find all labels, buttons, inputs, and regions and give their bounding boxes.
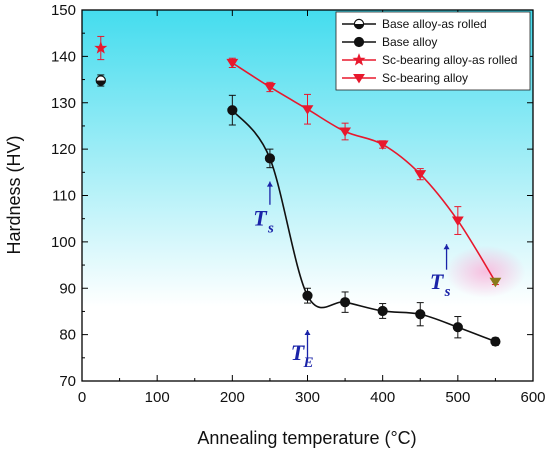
y-tick-label: 90 — [59, 280, 76, 297]
data-point — [227, 105, 238, 116]
y-axis-title: Hardness (HV) — [4, 135, 24, 254]
x-axis-title: Annealing temperature (°C) — [197, 428, 416, 448]
x-tick-label: 600 — [520, 389, 545, 406]
highlight-glow — [445, 245, 526, 298]
data-point — [301, 105, 314, 115]
legend-marker — [353, 36, 365, 48]
annotation-subscript: E — [302, 355, 313, 371]
annotation-label: T — [430, 269, 445, 294]
x-tick-label: 500 — [445, 389, 470, 406]
x-tick-label: 100 — [145, 389, 170, 406]
data-point — [490, 336, 501, 347]
data-point — [226, 58, 239, 69]
y-tick-label: 80 — [59, 327, 76, 344]
data-point — [489, 277, 502, 288]
data-point — [377, 305, 388, 317]
y-tick-label: 100 — [51, 234, 76, 251]
data-point — [94, 41, 108, 54]
data-point — [339, 297, 351, 308]
marker-half — [354, 24, 364, 29]
annotation-label: T — [253, 206, 268, 231]
y-tick-label: 120 — [51, 141, 76, 158]
x-tick-label: 400 — [370, 389, 395, 406]
y-tick-label: 150 — [51, 2, 76, 19]
legend-box — [335, 11, 531, 91]
y-tick-label: 70 — [59, 373, 76, 390]
data-point — [302, 290, 313, 301]
x-tick-label: 200 — [220, 389, 245, 406]
data-point — [264, 153, 276, 164]
x-tick-label: 300 — [295, 389, 320, 406]
x-tick-label: 0 — [78, 389, 86, 406]
data-point — [452, 322, 463, 333]
data-point — [263, 82, 276, 93]
annotation-arrowhead — [266, 181, 273, 187]
legend-marker — [353, 73, 365, 84]
y-tick-label: 110 — [52, 188, 76, 205]
legend-label: Sc-bearing alloy-as rolled — [382, 53, 517, 67]
annotation-arrowhead — [443, 244, 450, 250]
y-tick-label: 140 — [51, 48, 76, 65]
legend-label: Sc-bearing alloy — [382, 71, 468, 85]
annotation-arrowhead — [304, 329, 311, 335]
marker-half — [96, 80, 106, 86]
annotation-subscript: s — [444, 284, 451, 300]
legend: Base alloy-as rolled Base alloy Sc-bearing… — [335, 11, 531, 91]
y-tick-label: 130 — [51, 95, 76, 112]
data-point — [339, 127, 352, 137]
data-point — [415, 309, 426, 320]
legend-marker — [353, 18, 365, 30]
annotation-label: T — [291, 340, 306, 365]
data-point — [414, 170, 427, 180]
data-point — [376, 140, 389, 150]
legend-marker — [352, 53, 366, 66]
legend-label: Base alloy-as rolled — [382, 17, 487, 31]
annotation-subscript: s — [267, 221, 274, 237]
data-point — [451, 216, 464, 226]
legend-label: Base alloy — [382, 35, 437, 49]
data-point — [95, 75, 106, 86]
